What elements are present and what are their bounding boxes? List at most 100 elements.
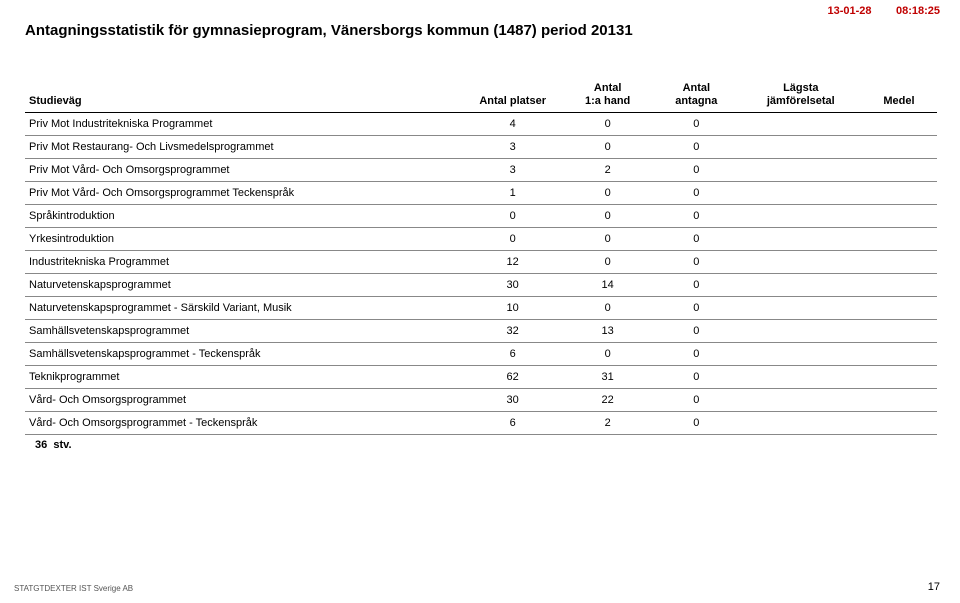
cell-jamf xyxy=(741,182,861,205)
cell-jamf xyxy=(741,228,861,251)
footer-left: STATGTDEXTER IST Sverige AB xyxy=(14,584,133,593)
cell-1a-hand: 0 xyxy=(563,251,652,274)
cell-jamf xyxy=(741,320,861,343)
cell-name: Naturvetenskapsprogrammet xyxy=(25,274,462,297)
timestamp: 13-01-28 08:18:25 xyxy=(827,5,940,17)
cell-antagna: 0 xyxy=(652,182,741,205)
cell-1a-hand: 0 xyxy=(563,343,652,366)
timestamp-date: 13-01-28 xyxy=(827,5,871,17)
table-row: Samhällsvetenskapsprogrammet - Teckenspr… xyxy=(25,343,937,366)
table-row: Priv Mot Industritekniska Programmet400 xyxy=(25,113,937,136)
cell-platser: 0 xyxy=(462,228,563,251)
cell-jamf xyxy=(741,136,861,159)
table-row: Priv Mot Restaurang- Och Livsmedelsprogr… xyxy=(25,136,937,159)
cell-jamf xyxy=(741,159,861,182)
table-row: Språkintroduktion000 xyxy=(25,205,937,228)
timestamp-time: 08:18:25 xyxy=(896,5,940,17)
table-row: Priv Mot Vård- Och Omsorgsprogrammet Tec… xyxy=(25,182,937,205)
table-row: Teknikprogrammet62310 xyxy=(25,366,937,389)
cell-name: Språkintroduktion xyxy=(25,205,462,228)
cell-platser: 0 xyxy=(462,205,563,228)
cell-platser: 30 xyxy=(462,274,563,297)
cell-platser: 4 xyxy=(462,113,563,136)
cell-name: Samhällsvetenskapsprogrammet xyxy=(25,320,462,343)
cell-medel xyxy=(861,297,937,320)
cell-medel xyxy=(861,113,937,136)
cell-antagna: 0 xyxy=(652,113,741,136)
cell-platser: 6 xyxy=(462,343,563,366)
cell-name: Industritekniska Programmet xyxy=(25,251,462,274)
cell-platser: 10 xyxy=(462,297,563,320)
table-header-row: Studieväg Antal platser Antal 1:a hand A… xyxy=(25,80,937,113)
cell-1a-hand: 2 xyxy=(563,412,652,435)
cell-medel xyxy=(861,205,937,228)
cell-jamf xyxy=(741,274,861,297)
cell-jamf xyxy=(741,113,861,136)
table-row: Vård- Och Omsorgsprogrammet - Teckensprå… xyxy=(25,412,937,435)
cell-platser: 32 xyxy=(462,320,563,343)
cell-platser: 6 xyxy=(462,412,563,435)
cell-platser: 1 xyxy=(462,182,563,205)
col-jamf-l1: Lägsta xyxy=(783,82,818,94)
table-row: Yrkesintroduktion000 xyxy=(25,228,937,251)
cell-name: Vård- Och Omsorgsprogrammet - Teckensprå… xyxy=(25,412,462,435)
col-1a-hand-l2: 1:a hand xyxy=(585,95,630,107)
table-body: Priv Mot Industritekniska Programmet400P… xyxy=(25,113,937,435)
cell-antagna: 0 xyxy=(652,412,741,435)
cell-medel xyxy=(861,228,937,251)
col-jamforelsetal: Lägsta jämförelsetal xyxy=(741,80,861,113)
cell-1a-hand: 0 xyxy=(563,136,652,159)
cell-1a-hand: 0 xyxy=(563,182,652,205)
col-antagna: Antal antagna xyxy=(652,80,741,113)
cell-name: Priv Mot Industritekniska Programmet xyxy=(25,113,462,136)
cell-jamf xyxy=(741,205,861,228)
cell-platser: 30 xyxy=(462,389,563,412)
col-1a-hand-l1: Antal xyxy=(594,82,622,94)
cell-1a-hand: 0 xyxy=(563,297,652,320)
col-antagna-l2: antagna xyxy=(675,95,717,107)
table-row: Vård- Och Omsorgsprogrammet30220 xyxy=(25,389,937,412)
cell-medel xyxy=(861,159,937,182)
cell-1a-hand: 22 xyxy=(563,389,652,412)
cell-jamf xyxy=(741,412,861,435)
page-title: Antagningsstatistik för gymnasieprogram,… xyxy=(25,22,633,39)
page: 13-01-28 08:18:25 Antagningsstatistik fö… xyxy=(0,0,960,603)
cell-1a-hand: 14 xyxy=(563,274,652,297)
table-row: Naturvetenskapsprogrammet - Särskild Var… xyxy=(25,297,937,320)
cell-name: Samhällsvetenskapsprogrammet - Teckenspr… xyxy=(25,343,462,366)
cell-antagna: 0 xyxy=(652,343,741,366)
col-studievag: Studieväg xyxy=(25,80,462,113)
footer-page-number: 17 xyxy=(928,581,940,593)
cell-antagna: 0 xyxy=(652,136,741,159)
cell-medel xyxy=(861,136,937,159)
cell-medel xyxy=(861,412,937,435)
cell-1a-hand: 0 xyxy=(563,228,652,251)
cell-medel xyxy=(861,366,937,389)
cell-antagna: 0 xyxy=(652,389,741,412)
cell-name: Naturvetenskapsprogrammet - Särskild Var… xyxy=(25,297,462,320)
cell-1a-hand: 0 xyxy=(563,113,652,136)
cell-1a-hand: 2 xyxy=(563,159,652,182)
cell-name: Priv Mot Restaurang- Och Livsmedelsprogr… xyxy=(25,136,462,159)
col-antagna-l1: Antal xyxy=(683,82,711,94)
cell-name: Teknikprogrammet xyxy=(25,366,462,389)
cell-name: Yrkesintroduktion xyxy=(25,228,462,251)
cell-antagna: 0 xyxy=(652,205,741,228)
cell-medel xyxy=(861,251,937,274)
col-1a-hand: Antal 1:a hand xyxy=(563,80,652,113)
cell-1a-hand: 0 xyxy=(563,205,652,228)
table-wrap: Studieväg Antal platser Antal 1:a hand A… xyxy=(25,80,937,451)
cell-1a-hand: 13 xyxy=(563,320,652,343)
summary-unit: stv. xyxy=(53,439,71,451)
col-platser: Antal platser xyxy=(462,80,563,113)
cell-medel xyxy=(861,389,937,412)
cell-jamf xyxy=(741,251,861,274)
col-jamf-l2: jämförelsetal xyxy=(767,95,835,107)
cell-medel xyxy=(861,274,937,297)
admissions-table: Studieväg Antal platser Antal 1:a hand A… xyxy=(25,80,937,435)
cell-antagna: 0 xyxy=(652,228,741,251)
cell-medel xyxy=(861,182,937,205)
cell-jamf xyxy=(741,343,861,366)
cell-platser: 62 xyxy=(462,366,563,389)
cell-antagna: 0 xyxy=(652,159,741,182)
